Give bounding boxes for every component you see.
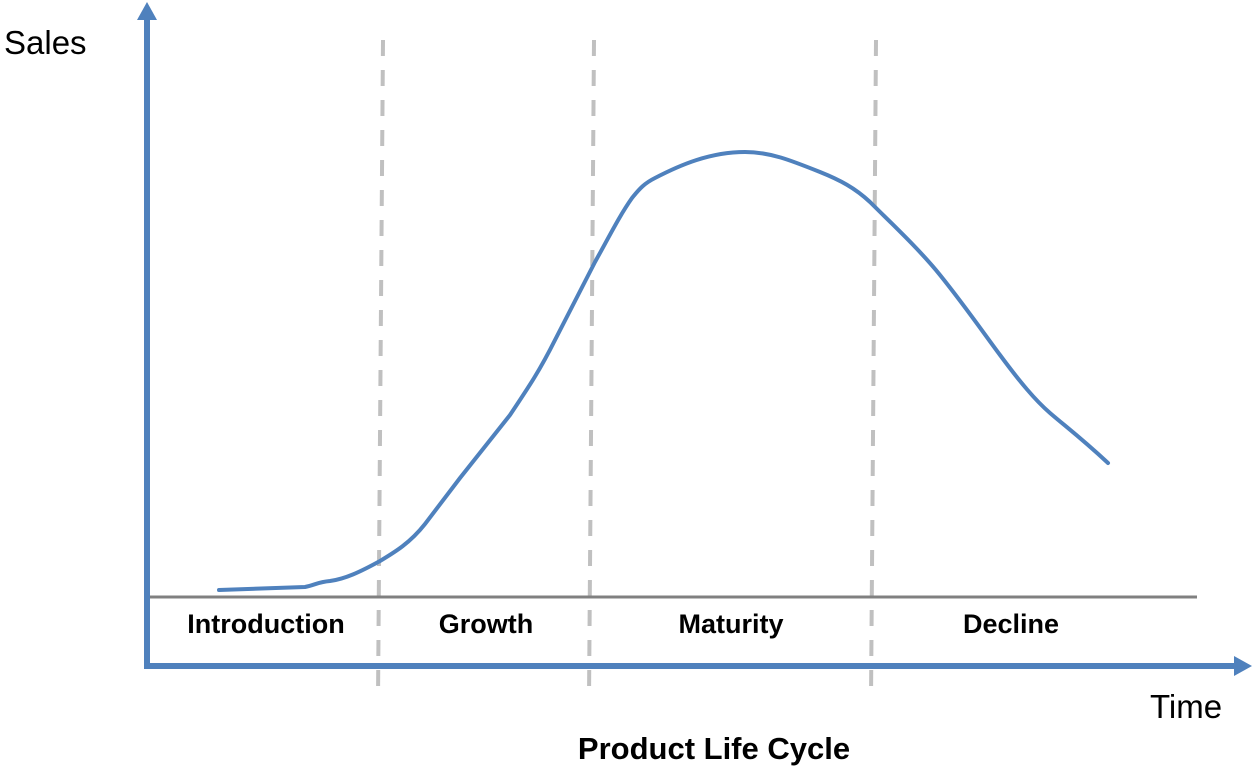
- y-axis-label: Sales: [4, 24, 87, 61]
- divider-intro-growth: [376, 39, 385, 701]
- stage-label-decline: Decline: [962, 609, 1060, 639]
- y-axis-arrowhead: [137, 2, 157, 20]
- stage-dividers: [376, 39, 878, 701]
- x-axis-label: Time: [1150, 688, 1223, 725]
- sales-curve: [217, 150, 1110, 592]
- x-axis-arrowhead: [1234, 656, 1252, 676]
- divider-growth-maturity: [587, 39, 596, 701]
- stage-label-maturity: Maturity: [678, 609, 784, 639]
- stage-label-introduction: Introduction: [187, 609, 345, 639]
- diagram-title: Product Life Cycle: [577, 731, 851, 766]
- divider-maturity-decline: [869, 39, 878, 701]
- stage-label-growth: Growth: [438, 609, 534, 639]
